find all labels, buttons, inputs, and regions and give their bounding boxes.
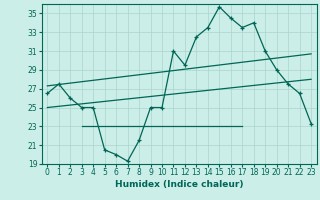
- X-axis label: Humidex (Indice chaleur): Humidex (Indice chaleur): [115, 180, 244, 189]
